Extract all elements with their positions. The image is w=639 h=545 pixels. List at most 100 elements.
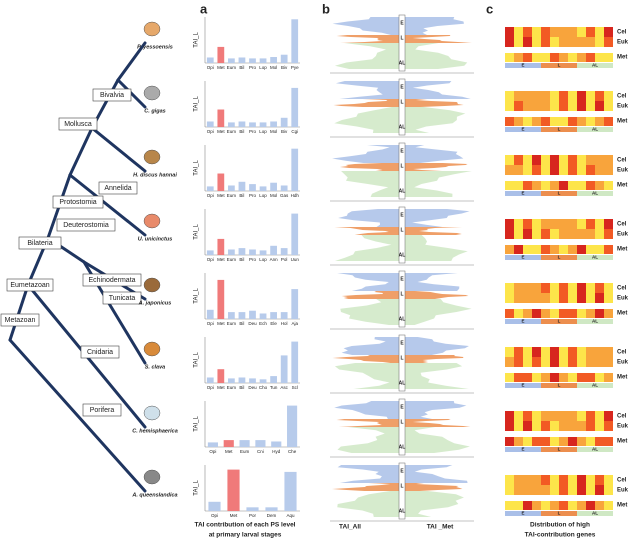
heat-cell [550,347,559,357]
density-area [334,227,463,235]
bar [246,507,259,511]
heat-cell [604,421,613,431]
heat-cell [550,357,559,367]
x-tick-label: Bil [239,385,244,390]
bar [206,186,214,191]
heat-cell [523,501,532,510]
row-label: Cel [617,158,627,164]
heat-cell [505,475,514,485]
heat-cell [586,27,595,37]
heat-cell [586,293,595,303]
divider [398,206,406,264]
density-area [333,99,464,107]
heat-cell [559,347,568,357]
heat-cell [514,27,523,37]
heat-cell [541,485,550,495]
bar [249,310,256,319]
heat-cell [505,309,514,318]
species-name: U. unicinctus [138,236,173,242]
tree-branch [68,126,94,177]
heat-cell [541,155,550,165]
heat-cell [514,437,523,446]
clade-label: Bivalvia [100,92,124,99]
heat-cell [514,165,523,175]
heat-cell [604,309,613,318]
bar [259,379,267,383]
x-tick-label: Por [249,513,257,518]
x-tick-label: Che [288,449,297,454]
bar [249,249,256,255]
heat-cell [568,91,577,101]
heat-cell [505,53,514,62]
stage-bar [541,383,577,388]
heat-cell [532,219,541,229]
row-label: Cel [617,286,627,292]
heat-cell [505,245,514,254]
heat-cell [568,421,577,431]
heat-cell [577,91,586,101]
heat-cell [559,91,568,101]
species-name: P. yessoensis [137,44,173,50]
stage-label: E [400,468,404,474]
density-area [340,299,472,325]
heat-cell [577,309,586,318]
row-label: Met [617,439,627,445]
heat-cell [550,421,559,431]
clade-label: Cnidaria [87,349,113,356]
heat-cell [595,373,604,382]
stage-bar [505,63,541,68]
heat-cell [604,91,613,101]
heat-cell [595,181,604,190]
stage-label: L [558,447,561,452]
stage-label: E [400,340,404,346]
heat-cell [577,421,586,431]
heat-cell [514,421,523,431]
bar [206,309,214,319]
stage-label: L [400,355,403,361]
heat-cell [523,181,532,190]
heat-cell [541,373,550,382]
heat-cell [541,229,550,239]
bar [228,312,235,319]
species-icon [143,21,161,37]
heat-cell [568,229,577,239]
x-tick-label: Opi [207,321,214,326]
heat-cell [505,37,514,47]
heat-cell [550,283,559,293]
heat-cell [532,501,541,510]
heat-cell [577,229,586,239]
heat-cell [604,181,613,190]
stage-bar [505,447,541,452]
heat-cell [595,27,604,37]
heat-cell [595,293,604,303]
stage-label: AL [399,188,406,194]
x-tick-label: Asc [280,385,288,390]
heat-cell [595,421,604,431]
heat-cell [577,53,586,62]
stage-label: E [521,191,524,196]
stage-bar [505,255,541,260]
panel-label: b [322,1,330,16]
heat-cell [523,37,532,47]
axis-label: TAI_All [339,524,361,531]
bar [217,109,225,127]
heat-cell [523,373,532,382]
heat-cell [604,411,613,421]
bar [228,185,235,191]
stage-label: AL [399,444,406,450]
x-tick-label: Ann [270,257,279,262]
divider [398,462,406,520]
bar [238,57,246,63]
heat-cell [577,165,586,175]
stage-bar [577,63,613,68]
heat-cell [523,357,532,367]
heat-cell [559,165,568,175]
heat-cell [568,53,577,62]
x-tick-label: Biv [281,129,288,134]
x-tick-label: Bil [239,193,244,198]
stage-bar [505,191,541,196]
heat-cell [505,485,514,495]
heat-cell [505,165,514,175]
heat-cell [604,293,613,303]
heat-cell [577,373,586,382]
